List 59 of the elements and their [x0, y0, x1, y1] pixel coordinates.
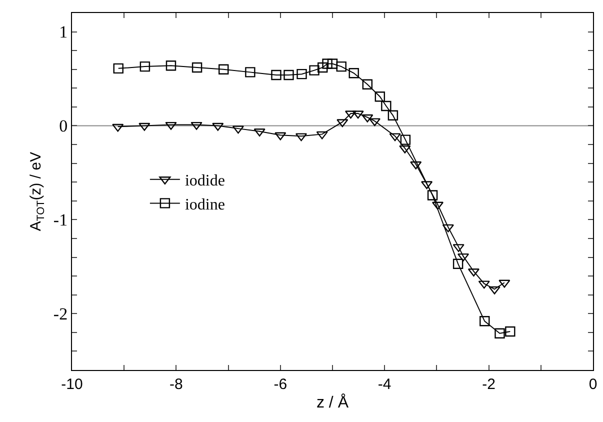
point	[232, 126, 244, 134]
y-tick-label: -1	[53, 210, 68, 230]
point	[274, 132, 286, 140]
point	[271, 70, 282, 80]
point	[316, 131, 328, 140]
point	[318, 62, 328, 73]
point	[362, 114, 374, 122]
point	[421, 181, 433, 190]
point	[400, 134, 411, 145]
point	[212, 122, 224, 131]
point	[399, 145, 411, 154]
point	[452, 258, 464, 269]
point	[352, 110, 364, 119]
point	[452, 244, 464, 252]
x-tick-label: -4	[378, 376, 392, 393]
point	[348, 68, 359, 78]
point	[112, 124, 124, 132]
x-axis-title: z / Å	[316, 394, 349, 412]
point	[309, 65, 320, 76]
point	[488, 286, 500, 294]
point	[284, 70, 294, 80]
point	[362, 79, 373, 90]
x-tick-label: -6	[274, 376, 288, 393]
x-tick-label: -10	[61, 376, 83, 393]
point	[381, 100, 392, 112]
point	[336, 61, 346, 72]
legend-label: iodine	[184, 196, 225, 214]
point	[166, 60, 176, 71]
point	[296, 68, 307, 80]
x-tick-label: -2	[482, 376, 496, 393]
point	[494, 328, 505, 338]
point	[410, 161, 422, 170]
point	[389, 133, 401, 142]
point	[113, 63, 124, 74]
x-tick-label: -8	[170, 376, 183, 393]
point	[442, 224, 454, 232]
point	[190, 122, 202, 130]
point	[478, 280, 490, 289]
point	[368, 118, 380, 126]
point	[245, 67, 256, 78]
legend-label: iodide	[184, 172, 225, 190]
point	[140, 61, 150, 72]
point	[322, 58, 332, 69]
point	[218, 64, 229, 74]
point	[498, 280, 510, 288]
y-tick-label: -2	[53, 304, 68, 324]
point	[327, 58, 338, 69]
point	[374, 92, 386, 102]
point	[505, 326, 516, 337]
point	[165, 122, 177, 130]
point	[138, 122, 150, 131]
point	[336, 119, 348, 128]
x-tick-label: 0	[588, 376, 598, 393]
point	[388, 110, 398, 120]
y-tick-label: 1	[59, 22, 68, 42]
y-tick-label: 0	[59, 116, 68, 136]
point	[480, 316, 490, 326]
point	[427, 190, 438, 200]
point	[192, 62, 202, 73]
